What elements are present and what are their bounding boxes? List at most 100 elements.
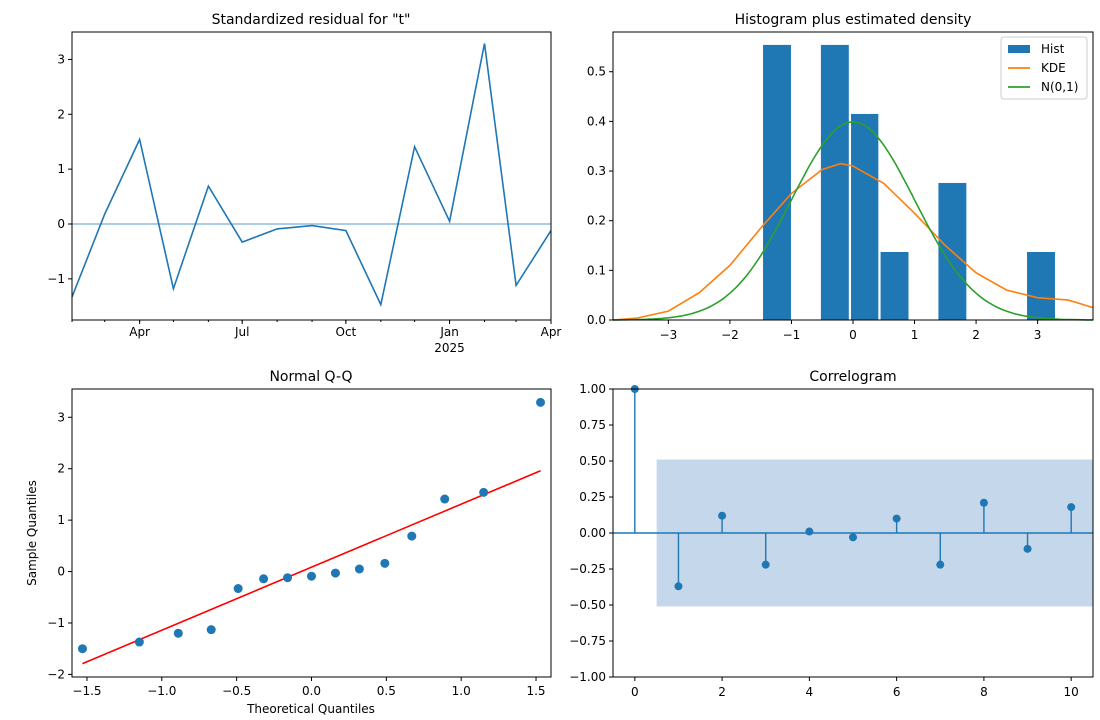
qq-xtick-label: 0.0 [302, 684, 321, 698]
correlogram-ytick-label: 1.00 [579, 382, 606, 396]
correlogram-plot-area [613, 385, 1093, 607]
acf-marker [936, 560, 945, 569]
legend-swatch-hist [1008, 45, 1030, 53]
correlogram-ytick-label: −0.25 [569, 562, 606, 576]
residual-ytick-label: −1 [47, 272, 65, 286]
correlogram-title: Correlogram [809, 369, 896, 385]
qq-xtick-label: 0.5 [377, 684, 396, 698]
histogram-frame [612, 31, 1094, 321]
kde-line [612, 162, 1094, 321]
residual-xtick-label: Jul [234, 325, 249, 339]
qq-ytick-label: −2 [47, 667, 65, 681]
correlogram-ytick-label: −0.75 [569, 634, 606, 648]
correlogram-ytick-label: 0.75 [579, 418, 606, 432]
histogram-legend: Hist KDE N(0,1) [1000, 36, 1088, 100]
qq-point [354, 564, 364, 574]
acf-marker [892, 514, 901, 523]
residual-xtick-label: Jan [439, 325, 459, 339]
qq-ytick-label: 0 [57, 565, 65, 579]
qq-point [380, 558, 390, 568]
correlogram-ytick-label: −1.00 [569, 670, 606, 684]
histogram-xtick-label: 0 [849, 328, 857, 342]
histogram-xtick-label: 3 [1034, 328, 1042, 342]
qq-point [134, 637, 144, 647]
correlogram-xtick-label: 2 [718, 685, 726, 699]
qq-plot-area [77, 397, 546, 665]
standardized-residual-frame [71, 31, 552, 321]
histogram-xtick-label: −1 [783, 328, 801, 342]
residual-xtick-label: Oct [336, 325, 357, 339]
qq-point [307, 571, 316, 581]
qq-frame [71, 388, 552, 678]
residual-ytick-label: 0 [57, 217, 65, 231]
acf-marker [718, 511, 727, 520]
qq-ytick-label: −1 [47, 616, 65, 630]
acf-marker [1023, 544, 1032, 553]
correlogram-ytick-label: −0.50 [569, 598, 606, 612]
qq-ytick-label: 2 [57, 462, 65, 476]
qq-axes: Normal Q-Q −1.5 −1.0 −0.5 0.0 0.5 1.0 1.5 −2 −1 0… [25, 369, 552, 716]
histogram-ytick-label: 0.5 [587, 65, 606, 79]
qq-title: Normal Q-Q [269, 369, 352, 385]
histogram-bar [850, 112, 880, 321]
correlogram-ytick-label: 0.25 [579, 490, 606, 504]
acf-marker [761, 560, 770, 569]
qq-ylabel: Sample Quantiles [25, 480, 39, 586]
qq-point [330, 568, 340, 578]
acf-marker [849, 533, 857, 542]
qq-point [283, 573, 293, 583]
histogram-ytick-label: 0.1 [587, 263, 606, 277]
residual-ytick-label: 3 [57, 52, 65, 66]
histogram-xtick-label: 2 [972, 328, 980, 342]
histogram-ytick-label: 0.3 [587, 164, 606, 178]
histogram-bar [762, 43, 792, 321]
correlogram-ytick-label: 0.00 [579, 526, 606, 540]
qq-xtick-label: 1.0 [452, 684, 471, 698]
qq-point [536, 397, 546, 407]
correlogram-ytick-label: 0.50 [579, 454, 606, 468]
residual-xtick-label: Apr [129, 325, 150, 339]
correlogram-xtick-label: 4 [806, 685, 814, 699]
residual-series-line-0 [71, 43, 552, 308]
qq-ytick-label: 3 [57, 410, 65, 424]
correlogram-axes: Correlogram 0 2 4 6 8 10−1.00−0.75−0.50−0.250… [569, 369, 1094, 699]
qq-point [77, 644, 87, 654]
qq-xtick-label: −1.0 [147, 684, 176, 698]
qq-xtick-label: 1.5 [526, 684, 545, 698]
qq-point [259, 574, 269, 584]
correlogram-xtick-label: 10 [1064, 685, 1079, 699]
histogram-ytick-label: 0.0 [587, 313, 606, 327]
histogram-ytick-label: 0.4 [587, 114, 606, 128]
residual-ytick-label: 1 [57, 162, 65, 176]
histogram-xtick-label: −2 [721, 328, 739, 342]
legend-label: N(0,1) [1041, 80, 1078, 94]
qq-xtick-label: −0.5 [222, 684, 251, 698]
standardized-residual-title: Standardized residual for "t" [212, 12, 411, 28]
qq-point [479, 487, 489, 497]
qq-ytick-label: 1 [57, 513, 65, 527]
histogram-ytick-label: 0.2 [587, 214, 606, 228]
histogram-ticks: −3 −2 −1 0 1 2 3 0.0 0.1 0.2 0.3 0.4 0.5 [587, 65, 1042, 342]
histogram-bar [879, 250, 910, 321]
acf-marker [979, 498, 988, 507]
histogram-plot-area [612, 43, 1094, 321]
histogram-xtick-label: 1 [911, 328, 919, 342]
standardized-residual-axes: Standardized residual for "t" −1 0 1 2 3 Apr J… [47, 12, 561, 355]
qq-xlabel: Theoretical Quantiles [246, 702, 375, 716]
qq-ticks: −1.5 −1.0 −0.5 0.0 0.5 1.0 1.5 −2 −1 0 1 2 3 [47, 410, 545, 698]
histogram-title: Histogram plus estimated density [735, 12, 972, 28]
correlogram-xtick-label: 0 [631, 685, 639, 699]
residual-ytick-label: 2 [57, 107, 65, 121]
histogram-bar [1026, 250, 1056, 321]
acf-marker [805, 527, 814, 536]
correlogram-xtick-label: 8 [980, 685, 988, 699]
standardized-residual-plot-area [71, 43, 552, 308]
histogram-xtick-label: −3 [660, 328, 678, 342]
residual-xtick-label: Apr [541, 325, 562, 339]
histogram-axes: Histogram plus estimated density −3 −2 −1 0… [587, 12, 1094, 342]
qq-point [233, 584, 243, 594]
acf-marker [674, 582, 683, 591]
normal-density-line [613, 121, 1093, 321]
